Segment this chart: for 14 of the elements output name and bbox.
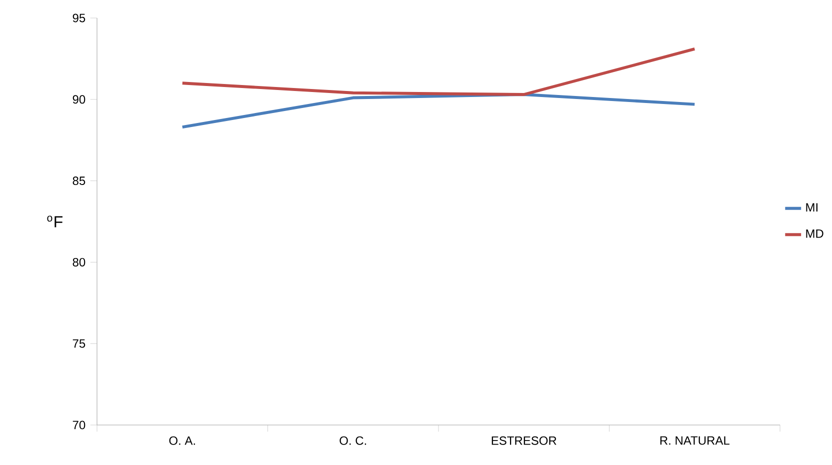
x-tick-label: R. NATURAL: [660, 436, 730, 445]
y-axis-title: $^{o}$F: [47, 216, 62, 228]
legend-label: MI: [806, 203, 818, 212]
y-tick-label: 80: [72, 258, 86, 266]
y-tick-label: 85: [72, 176, 86, 186]
x-tick-label: O. C.: [340, 436, 366, 445]
x-tick-label: O. A.: [169, 436, 195, 445]
y-tick-label: 90: [72, 95, 86, 104]
line-series: [180, 47, 696, 96]
y-tick-label: 95: [72, 14, 86, 22]
y-tick-label: 70: [72, 420, 86, 430]
y-tick-label: 75: [72, 339, 86, 348]
x-tick-label: ESTRESOR: [492, 436, 556, 445]
legend-label: MD: [806, 229, 824, 238]
